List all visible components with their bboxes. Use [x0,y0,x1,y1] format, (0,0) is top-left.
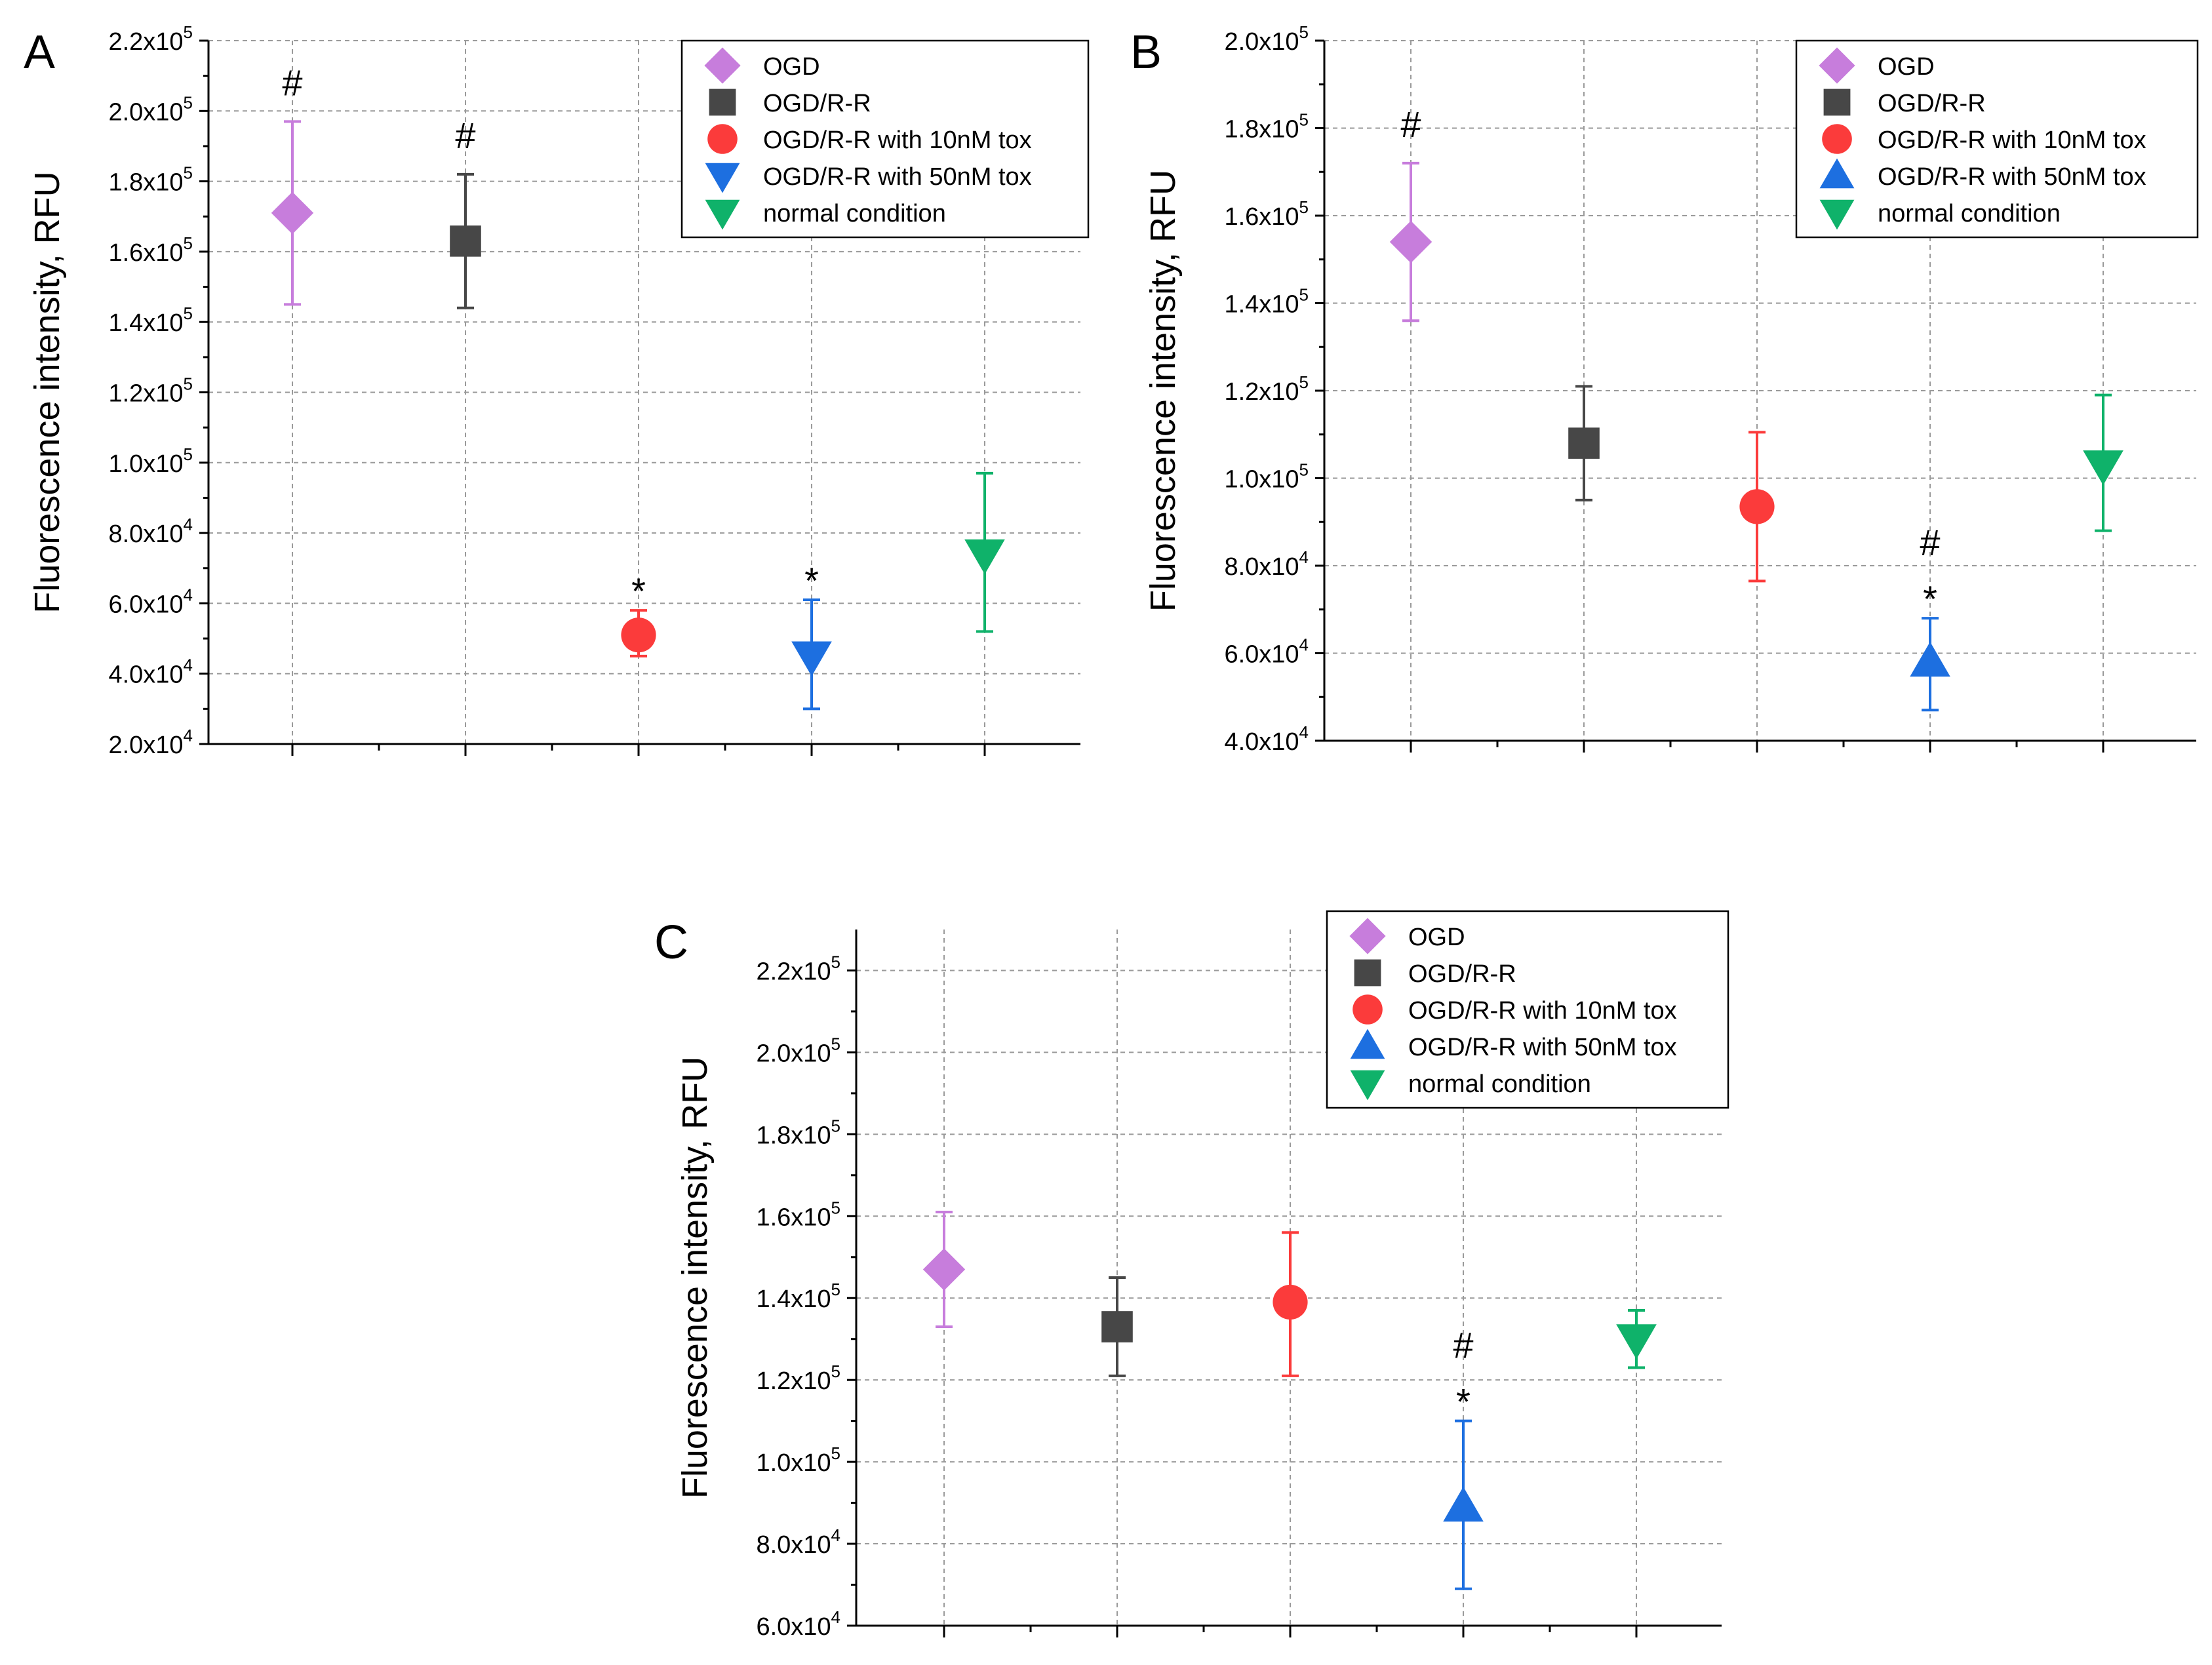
legend-marker [1819,158,1855,189]
y-tick-label: 1.0x105 [108,444,193,478]
legend-entry: OGD/R-R [763,90,871,117]
legend-entry: OGD [1408,924,1465,951]
legend: OGD OGD/R-R OGD/R-R with 10nM tox OGD/R-R w… [1326,910,1729,1109]
y-tick-label: 4.0x104 [108,656,193,689]
panel-label: C [654,916,688,969]
legend-entry: OGD/R-R with 10nM tox [1408,997,1677,1025]
legend-entry: OGD/R-R with 10nM tox [763,127,1032,154]
legend-marker [1822,124,1852,154]
data-point [922,1248,966,1291]
y-tick-label: 1.2x105 [756,1361,840,1395]
legend-entry: OGD/R-R with 10nM tox [1878,127,2146,154]
data-point [1568,427,1600,459]
data-point [1273,1284,1308,1320]
panel-label: A [24,26,55,79]
legend-marker [709,88,736,116]
significance-hash: # [282,62,302,103]
legend-box [1326,910,1729,1109]
y-tick-label: 2.2x105 [108,22,193,56]
legend-entry: OGD/R-R with 50nM tox [763,163,1032,191]
y-tick-label: 1.0x105 [756,1443,840,1477]
chart-panel-c: 6.0x104 8.0x104 1.0x105 1.2x105 1.4x105 1.6x1… [654,910,1729,1641]
legend-marker [1350,1028,1385,1059]
y-tick-label: 8.0x104 [756,1525,840,1559]
data-point [964,539,1005,575]
significance-star: * [804,560,819,601]
legend-marker [1819,47,1855,84]
legend: OGD OGD/R-R OGD/R-R with 10nM tox OGD/R-R w… [681,39,1090,239]
data-point [2083,450,2123,486]
data-point [450,225,481,257]
legend-entry: OGD [763,53,820,81]
y-tick-label: 6.0x104 [1224,635,1309,669]
y-tick-label: 1.2x105 [108,374,193,408]
y-tick-label: 2.0x105 [1224,22,1309,56]
legend-marker [705,199,740,230]
significance-hash: # [455,115,475,156]
legend-entry: OGD/R-R with 50nM tox [1408,1034,1677,1061]
data-point [1739,489,1775,524]
y-tick-label: 1.0x105 [1224,460,1309,494]
y-tick-label: 8.0x104 [1224,547,1309,581]
significance-hash: # [1920,522,1940,563]
y-tick-label: 1.4x105 [108,304,193,337]
y-axis-label: Fluorescence intensity, RFU [675,1057,715,1498]
legend-marker [707,124,738,154]
significance-star: * [1923,578,1937,619]
y-tick-label: 1.6x105 [108,233,193,267]
y-tick-label: 8.0x104 [108,515,193,548]
data-point [1443,1487,1484,1522]
data-point [271,191,314,235]
legend-entry: OGD [1878,53,1935,81]
y-tick-label: 1.2x105 [1224,372,1309,406]
data-point [791,641,832,676]
legend-entry: normal condition [1878,200,2061,227]
data-point [1101,1311,1133,1342]
legend-box [681,39,1090,239]
data-point [1616,1324,1657,1360]
y-tick-label: 4.0x104 [1224,722,1309,756]
legend-entry: normal condition [763,200,946,227]
legend-entry: OGD/R-R with 50nM tox [1878,163,2146,191]
data-point [1910,642,1950,677]
chart-panel-a: 2.0x104 4.0x104 6.0x104 8.0x104 1.0x105 1.2x1… [24,22,1090,759]
y-tick-label: 1.4x105 [1224,285,1309,319]
legend-marker [1823,88,1851,116]
y-tick-label: 1.8x105 [108,163,193,197]
data-point [1389,220,1432,264]
y-tick-label: 1.6x105 [756,1198,840,1231]
legend-marker [1353,994,1383,1025]
legend-box [1795,39,2199,239]
significance-star: * [631,570,646,612]
panel-label: B [1130,26,1162,79]
y-tick-label: 1.4x105 [756,1280,840,1313]
legend-marker [1819,199,1855,230]
legend-entry: OGD/R-R [1408,960,1516,988]
y-tick-label: 6.0x104 [108,585,193,618]
legend: OGD OGD/R-R OGD/R-R with 10nM tox OGD/R-R w… [1795,39,2199,239]
y-axis-label: Fluorescence intensity, RFU [1143,170,1183,612]
y-axis-label: Fluorescence intensity, RFU [28,171,67,613]
significance-hash: # [1453,1325,1473,1366]
significance-hash: # [1400,104,1421,145]
y-tick-label: 2.2x105 [756,952,840,985]
legend-marker [1350,1070,1385,1101]
y-tick-label: 2.0x104 [108,726,193,759]
legend-entry: normal condition [1408,1070,1591,1098]
legend-marker [1354,959,1381,987]
data-point [621,617,656,653]
legend-entry: OGD/R-R [1878,90,1986,117]
legend-marker [705,163,740,193]
chart-panel-b: 4.0x104 6.0x104 8.0x104 1.0x105 1.2x105 1.4x1… [1130,22,2199,756]
significance-star: * [1456,1381,1471,1422]
y-tick-label: 2.0x105 [756,1034,840,1067]
legend-marker [1349,918,1386,954]
y-tick-label: 1.8x105 [1224,110,1309,144]
y-tick-label: 2.0x105 [108,92,193,126]
y-tick-label: 6.0x104 [756,1607,840,1641]
legend-marker [704,47,741,84]
y-tick-label: 1.6x105 [1224,197,1309,231]
y-tick-label: 1.8x105 [756,1116,840,1149]
